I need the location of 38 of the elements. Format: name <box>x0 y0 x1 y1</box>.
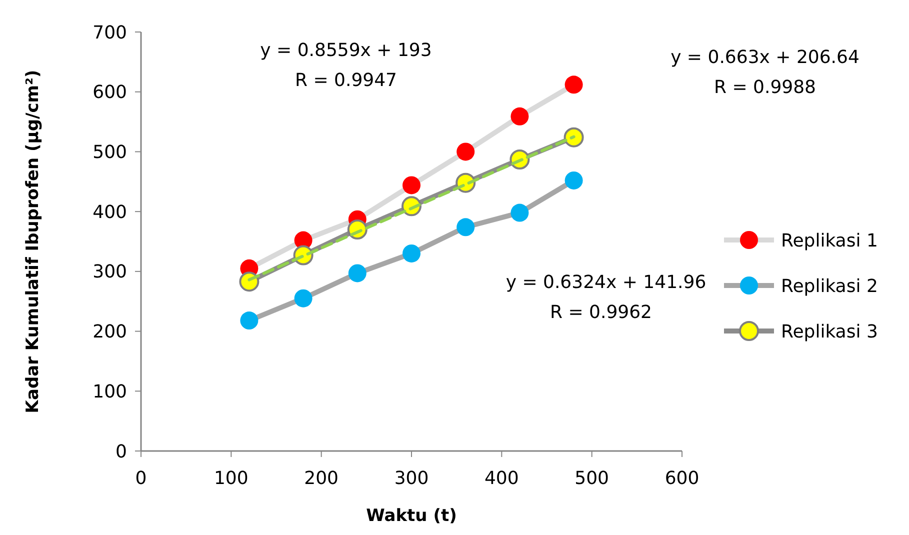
y-tick-label: 600 <box>92 82 127 104</box>
y-tick-label: 400 <box>92 202 127 223</box>
y-axis-title: Kadar Kumulatif Ibuprofen (µg/cm²) <box>23 70 43 414</box>
point <box>564 171 583 190</box>
text: R = 0.9988 <box>714 77 816 98</box>
point <box>510 204 529 222</box>
point <box>564 76 583 94</box>
x-tick-label: 0 <box>135 468 147 489</box>
point <box>564 127 584 148</box>
annotation: y = 0.6324x + 141.96 <box>506 272 706 293</box>
legend-label: Replikasi 2 <box>781 276 878 297</box>
y-tick-label: 700 <box>92 22 127 44</box>
annotation: R = 0.9962 <box>550 302 652 323</box>
point <box>402 176 420 194</box>
x-axis-title: Waktu (t) <box>366 506 457 526</box>
annotation: y = 0.8559x + 193 <box>260 40 432 61</box>
point <box>510 107 529 126</box>
x-tick-label: 400 <box>484 468 519 489</box>
x-tick-label: 200 <box>304 468 339 489</box>
point <box>456 142 475 161</box>
y-tick-label: 300 <box>92 262 127 283</box>
annotation: y = 0.663x + 206.64 <box>670 47 860 68</box>
x-tick-label: 100 <box>214 468 248 489</box>
y-tick-label: 200 <box>92 322 127 343</box>
x-tick-label: 500 <box>574 468 610 489</box>
y-tick-label: 500 <box>92 142 127 164</box>
annotation: R = 0.9947 <box>294 70 398 91</box>
legend-label: Replikasi 1 <box>781 230 878 252</box>
legend-label: Replikasi 3 <box>781 321 878 342</box>
point <box>240 312 258 330</box>
x-tick-label: 300 <box>394 468 429 489</box>
x-tick-label: 600 <box>664 468 700 489</box>
point <box>402 244 420 262</box>
y-tick-label: 0 <box>116 441 127 462</box>
point <box>348 264 366 282</box>
point <box>294 289 312 308</box>
y-tick-label: 100 <box>92 381 127 402</box>
point <box>456 218 475 236</box>
